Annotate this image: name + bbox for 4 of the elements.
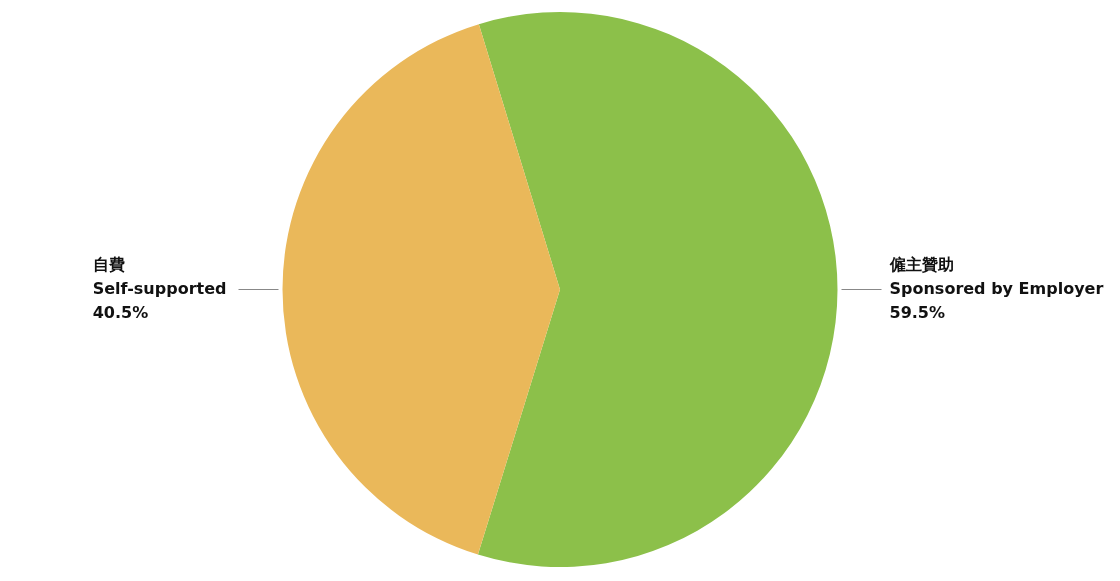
slice-label: 僱主贊助 Sponsored by Employer (888, 254, 1104, 298)
data-label: 59.5% (889, 302, 946, 322)
slice-label: 自費 Self-supported (92, 254, 227, 298)
data-label: 40.5% (92, 302, 149, 322)
